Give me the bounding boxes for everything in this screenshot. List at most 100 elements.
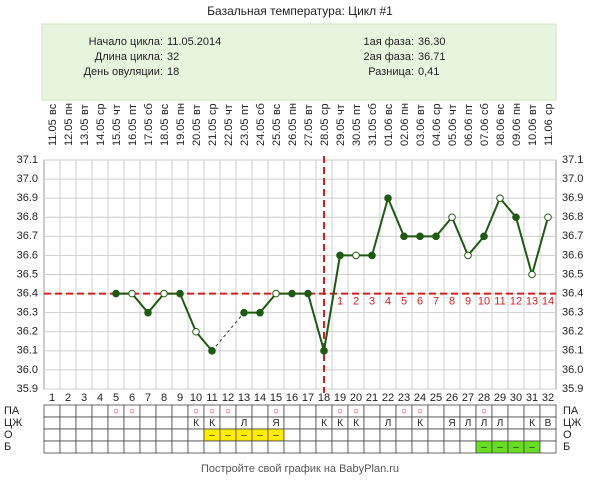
day-label: 7	[145, 392, 151, 404]
temperature-point	[256, 308, 264, 317]
table-cell	[395, 416, 413, 430]
info-label: День овуляции:	[84, 66, 163, 78]
row-label-right: ПА	[563, 405, 579, 417]
weekday-label: пт	[127, 104, 139, 115]
temperature-point	[240, 308, 248, 317]
table-cell	[75, 416, 93, 430]
y-tick-label: 37.1	[17, 154, 38, 166]
table-cell	[43, 440, 61, 454]
date-label: 15.05	[111, 118, 123, 146]
weekday-label: вт	[191, 104, 203, 115]
cell-text: Л	[481, 418, 488, 429]
cell-text: ○	[401, 406, 407, 417]
day-label: 4	[97, 392, 103, 404]
table-cell	[171, 404, 189, 418]
date-label: 01.06	[383, 118, 395, 146]
table-cell	[459, 404, 477, 418]
cell-text: ○	[129, 406, 135, 417]
date-label: 05.06	[447, 118, 459, 146]
table-cell	[443, 428, 461, 442]
cell-text: Л	[497, 418, 504, 429]
temperature-point	[480, 232, 488, 241]
date-label: 06.06	[463, 118, 475, 146]
temperature-point	[432, 232, 440, 241]
temperature-point	[384, 194, 392, 202]
day-label: 28	[478, 392, 490, 404]
weekday-label: вс	[271, 103, 283, 115]
table-cell	[59, 404, 77, 418]
temperature-point	[160, 289, 168, 298]
weekday-label: чт	[111, 104, 123, 115]
table-cell	[507, 416, 525, 430]
luteal-day: 7	[433, 295, 439, 307]
cell-text: –	[273, 430, 279, 441]
info-label: Начало цикла:	[89, 36, 163, 48]
weekday-label: вт	[79, 104, 91, 115]
y-tick-label-right: 36.8	[562, 211, 583, 223]
date-label: 10.06	[527, 118, 539, 146]
cell-text: Я	[448, 418, 455, 429]
cell-text: ○	[209, 406, 215, 417]
info-value: 36.71	[418, 51, 446, 63]
info-box	[41, 23, 557, 101]
y-tick-label: 36.6	[17, 249, 38, 261]
cell-text: К	[337, 418, 343, 429]
temperature-point	[304, 289, 312, 298]
day-label: 14	[254, 392, 266, 404]
temperature-point	[320, 347, 328, 355]
info-label: 2ая фаза:	[363, 51, 414, 63]
luteal-day: 13	[526, 295, 538, 307]
table-cell	[363, 440, 381, 454]
table-cell	[299, 440, 317, 454]
cell-text: К	[353, 418, 359, 429]
table-cell	[43, 404, 61, 418]
y-tick-label-right: 36.3	[562, 307, 583, 319]
y-tick-label: 36.7	[17, 230, 38, 242]
weekday-label: чт	[223, 104, 235, 115]
table-cell	[283, 404, 301, 418]
table-cell	[43, 428, 61, 442]
table-cell	[75, 440, 93, 454]
table-cell	[171, 428, 189, 442]
y-tick-label-right: 36.2	[562, 326, 583, 338]
table-cell	[395, 440, 413, 454]
cell-text: –	[225, 430, 231, 441]
info-label: 1ая фаза:	[363, 36, 414, 48]
temperature-point	[336, 251, 344, 260]
table-cell	[59, 440, 77, 454]
y-tick-label: 36.5	[17, 268, 38, 280]
table-cell	[507, 428, 525, 442]
cell-text: –	[529, 442, 535, 453]
cell-text: К	[193, 418, 199, 429]
table-cell	[155, 416, 173, 430]
table-cell	[315, 440, 333, 454]
date-label: 12.05	[63, 118, 75, 146]
row-label: ЦЖ	[4, 417, 22, 429]
y-tick-label-right: 36.5	[562, 268, 583, 280]
date-label: 24.05	[255, 118, 267, 146]
table-cell	[155, 440, 173, 454]
y-tick-label-right: 36.7	[562, 230, 583, 242]
table-cell	[283, 416, 301, 430]
table-cell	[59, 428, 77, 442]
weekday-label: сб	[143, 103, 155, 115]
day-label: 24	[414, 392, 426, 404]
table-cell	[251, 440, 269, 454]
date-label: 19.05	[175, 118, 187, 146]
cell-text: К	[417, 418, 423, 429]
date-label: 20.05	[191, 118, 203, 146]
table-cell	[155, 404, 173, 418]
table-cell	[491, 428, 509, 442]
luteal-day: 12	[510, 295, 522, 307]
table-cell	[395, 428, 413, 442]
date-label: 21.05	[207, 118, 219, 146]
date-label: 09.06	[511, 118, 523, 146]
luteal-day: 2	[353, 295, 359, 307]
date-label: 22.05	[223, 118, 235, 146]
date-label: 27.05	[303, 118, 315, 146]
table-cell	[299, 404, 317, 418]
weekday-label: ср	[207, 103, 219, 115]
table-cell	[475, 428, 493, 442]
info-value: 11.05.2014	[167, 36, 221, 48]
temperature-point	[464, 251, 472, 260]
